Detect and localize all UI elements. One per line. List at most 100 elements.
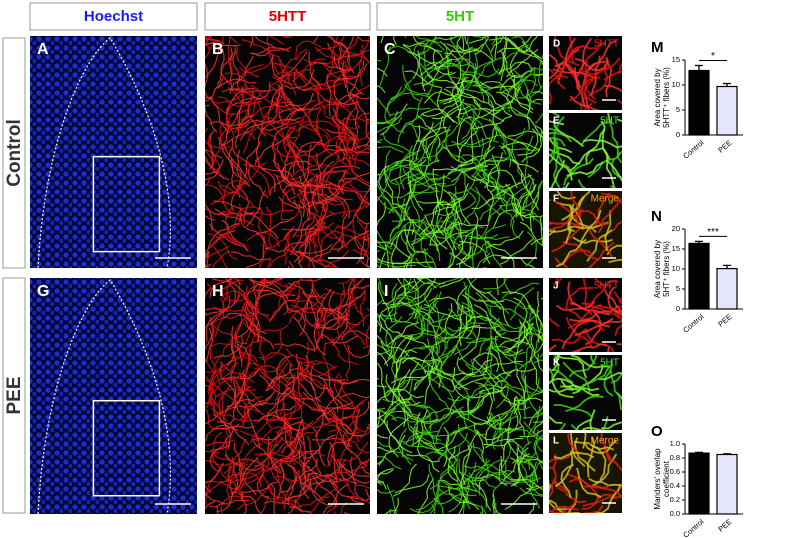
fiber — [510, 457, 543, 463]
fiber — [520, 172, 539, 211]
fiber — [395, 349, 417, 379]
fiber — [205, 485, 212, 494]
bar — [688, 452, 710, 515]
y-tick-label: 0 — [676, 130, 680, 139]
fiber — [512, 447, 522, 487]
fiber — [257, 405, 296, 423]
image-bg — [549, 113, 622, 188]
fiber — [232, 45, 241, 85]
fiber — [340, 330, 370, 341]
fiber — [313, 141, 345, 162]
fiber — [337, 401, 370, 422]
fiber — [237, 484, 271, 511]
fiber — [472, 442, 489, 480]
fiber — [303, 364, 342, 385]
fiber — [613, 291, 622, 302]
y-axis-label: Area covered by — [653, 68, 662, 126]
y-tick-label: 0 — [676, 304, 680, 313]
fiber — [272, 397, 306, 421]
fiber — [434, 426, 467, 452]
fiber — [411, 143, 444, 168]
fiber — [302, 472, 343, 481]
fiber — [427, 62, 466, 74]
fiber — [402, 167, 438, 190]
fiber — [209, 95, 229, 134]
fiber — [389, 107, 431, 116]
fiber — [513, 70, 532, 108]
fiber — [459, 241, 491, 265]
fiber — [490, 36, 505, 52]
fiber — [246, 189, 267, 227]
fiber — [256, 464, 270, 498]
fiber — [397, 331, 433, 354]
fiber — [570, 191, 581, 218]
fiber — [255, 301, 260, 343]
fiber — [348, 60, 365, 99]
inset-label: 5HTT — [594, 281, 619, 292]
fiber — [417, 200, 456, 212]
fiber — [570, 355, 610, 369]
fiber — [506, 419, 520, 459]
fiber — [480, 511, 482, 514]
fiber — [338, 278, 355, 285]
fiber — [470, 121, 477, 164]
fiber — [377, 195, 404, 223]
y-tick-label: 0.4 — [670, 481, 680, 490]
fiber — [468, 36, 486, 44]
fiber — [549, 499, 581, 513]
fiber — [526, 89, 531, 130]
fiber — [461, 305, 476, 339]
fiber — [490, 412, 505, 451]
fiber — [252, 286, 265, 326]
fiber — [205, 249, 207, 267]
fiber — [330, 115, 360, 144]
fiber — [213, 200, 253, 215]
panel-letter: F — [553, 194, 559, 205]
fiber — [205, 62, 213, 101]
fiber — [549, 60, 566, 81]
fiber — [509, 188, 532, 217]
fiber — [520, 257, 536, 268]
fiber — [216, 421, 250, 446]
fiber — [288, 282, 326, 300]
fiber — [450, 76, 491, 89]
fiber — [301, 120, 342, 128]
fiber — [350, 235, 370, 254]
fiber — [460, 163, 477, 201]
fiber — [259, 497, 269, 514]
fiber — [445, 430, 460, 462]
fiber — [464, 134, 505, 146]
fiber — [463, 465, 504, 476]
x-tick-label: Control — [681, 312, 706, 335]
fiber — [416, 278, 446, 285]
fiber — [227, 36, 233, 76]
fiber — [377, 408, 386, 424]
fiber — [491, 406, 531, 423]
fiber — [432, 192, 469, 214]
fiber — [377, 384, 387, 388]
fiber — [585, 128, 606, 165]
fiber — [339, 392, 370, 399]
fiber — [487, 346, 517, 371]
fiber — [211, 312, 252, 325]
fiber — [447, 486, 480, 511]
image-content — [377, 278, 543, 514]
fiber — [398, 428, 412, 465]
fiber — [279, 58, 310, 76]
fiber — [417, 478, 434, 514]
fiber — [254, 355, 290, 373]
fiber — [212, 102, 251, 115]
fiber — [474, 458, 488, 496]
region-outline — [37, 37, 171, 268]
fiber — [474, 36, 489, 56]
fiber — [481, 335, 493, 376]
fiber — [234, 379, 261, 413]
fiber — [303, 434, 336, 460]
fiber — [590, 355, 596, 365]
fiber — [259, 374, 294, 398]
fiber — [412, 412, 432, 446]
fiber — [549, 368, 574, 384]
fiber — [354, 212, 370, 225]
fiber — [486, 345, 526, 355]
fiber — [399, 151, 411, 190]
